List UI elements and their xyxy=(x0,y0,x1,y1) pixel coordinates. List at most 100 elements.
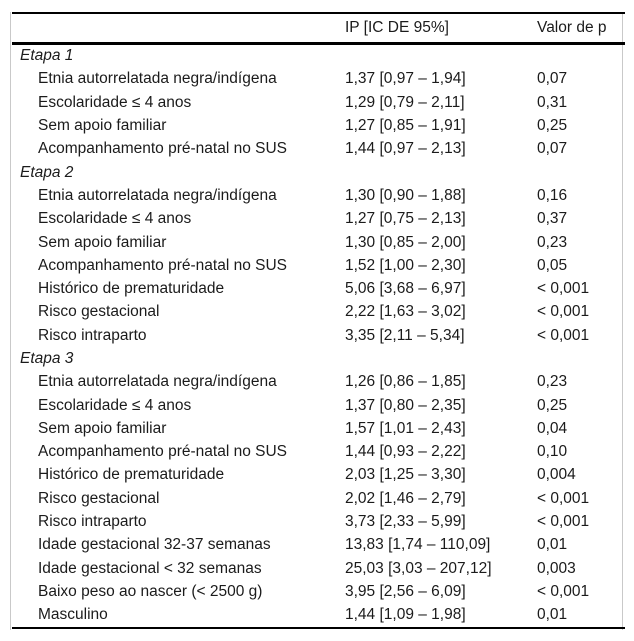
row-ip-ci-value: 1,44 [0,93 – 2,22] xyxy=(345,443,466,461)
table-row: Acompanhamento pré-natal no SUS 1,44 [0,9… xyxy=(12,441,625,464)
row-p-value: 0,25 xyxy=(537,117,568,135)
row-label: Histórico de prematuridade xyxy=(38,466,225,484)
section-title: Etapa 3 xyxy=(20,350,74,367)
table-row: Risco gestacional 2,22 [1,63 – 3,02] < 0,0… xyxy=(12,301,625,324)
row-label: Idade gestacional 32-37 semanas xyxy=(38,536,271,554)
row-label: Risco intraparto xyxy=(38,513,147,531)
row-p-value: 0,04 xyxy=(537,419,568,437)
row-label: Risco intraparto xyxy=(38,326,147,344)
table-row: Risco intraparto 3,73 [2,33 – 5,99] < 0,00… xyxy=(12,510,625,533)
row-label: Escolaridade ≤ 4 anos xyxy=(38,396,192,414)
row-label: Histórico de prematuridade xyxy=(38,280,225,298)
row-p-value: 0,01 xyxy=(537,536,568,554)
table-row: Sem apoio familiar 1,27 [0,85 – 1,91] 0,25 xyxy=(12,114,625,137)
row-label: Baixo peso ao nascer (< 2500 g) xyxy=(38,582,263,600)
row-label: Acompanhamento pré-natal no SUS xyxy=(38,443,288,461)
results-table: IP [IC DE 95%] Valor de p Etapa 1 Etnia a… xyxy=(12,12,625,630)
table-header-row: IP [IC DE 95%] Valor de p xyxy=(12,14,625,43)
row-p-value: 0,25 xyxy=(537,396,568,414)
row-p-value: 0,05 xyxy=(537,256,568,274)
row-ip-ci-value: 2,02 [1,46 – 2,79] xyxy=(345,489,466,507)
section-title-row: Etapa 3 xyxy=(12,347,625,370)
row-label: Idade gestacional < 32 semanas xyxy=(38,559,262,577)
table-row: Escolaridade ≤ 4 anos 1,29 [0,79 – 2,11] 0… xyxy=(12,91,625,114)
row-p-value: 0,23 xyxy=(537,373,568,391)
section-title-row: Etapa 1 xyxy=(12,45,625,68)
bottom-rule xyxy=(12,626,625,630)
row-p-value: 0,37 xyxy=(537,210,568,228)
row-label: Sem apoio familiar xyxy=(38,117,167,135)
row-ip-ci-value: 1,44 [0,97 – 2,13] xyxy=(345,140,466,158)
section-title: Etapa 1 xyxy=(20,47,74,65)
header-rule xyxy=(12,42,625,45)
row-ip-ci-value: 1,27 [0,75 – 2,13] xyxy=(345,210,466,228)
row-label: Sem apoio familiar xyxy=(38,419,167,437)
row-ip-ci-value: 1,37 [0,80 – 2,35] xyxy=(345,396,466,414)
table-row: Idade gestacional < 32 semanas 25,03 [3,0… xyxy=(12,557,625,580)
row-ip-ci-value: 1,29 [0,79 – 2,11] xyxy=(345,93,465,111)
row-label: Acompanhamento pré-natal no SUS xyxy=(38,140,288,158)
table-row: Sem apoio familiar 1,57 [1,01 – 2,43] 0,04 xyxy=(12,417,625,440)
row-p-value: < 0,001 xyxy=(537,303,590,321)
row-ip-ci-value: 1,27 [0,85 – 1,91] xyxy=(345,117,466,135)
table-row: Histórico de prematuridade 5,06 [3,68 – 6… xyxy=(12,277,625,300)
row-ip-ci-value: 25,03 [3,03 – 207,12] xyxy=(345,559,492,577)
table-row: Etnia autorrelatada negra/indígena 1,37 [… xyxy=(12,68,625,91)
row-label: Acompanhamento pré-natal no SUS xyxy=(38,256,288,274)
row-p-value: < 0,001 xyxy=(537,582,590,600)
row-ip-ci-value: 3,95 [2,56 – 6,09] xyxy=(345,582,466,600)
row-ip-ci-value: 3,35 [2,11 – 5,34] xyxy=(345,326,465,344)
row-p-value: 0,10 xyxy=(537,443,568,461)
row-p-value: 0,31 xyxy=(537,93,568,111)
row-p-value: 0,01 xyxy=(537,606,568,624)
row-label: Risco gestacional xyxy=(38,303,160,321)
row-p-value: < 0,001 xyxy=(537,489,590,507)
row-label: Masculino xyxy=(38,606,108,624)
table-row: Escolaridade ≤ 4 anos 1,27 [0,75 – 2,13] 0… xyxy=(12,208,625,231)
row-p-value: < 0,001 xyxy=(537,280,590,298)
right-edge-line xyxy=(622,12,623,630)
table-row: Risco intraparto 3,35 [2,11 – 5,34] < 0,00… xyxy=(12,324,625,347)
row-p-value: 0,004 xyxy=(537,466,576,484)
row-p-value: 0,003 xyxy=(537,559,576,577)
table-row: Etnia autorrelatada negra/indígena 1,30 [… xyxy=(12,184,625,207)
row-ip-ci-value: 1,30 [0,85 – 2,00] xyxy=(345,233,466,251)
row-label: Sem apoio familiar xyxy=(38,233,167,251)
section-title-row: Etapa 2 xyxy=(12,161,625,184)
row-ip-ci-value: 13,83 [1,74 – 110,09] xyxy=(345,536,491,554)
table-body: Etapa 1 Etnia autorrelatada negra/indígen… xyxy=(12,45,625,627)
row-label: Escolaridade ≤ 4 anos xyxy=(38,210,192,228)
row-label: Etnia autorrelatada negra/indígena xyxy=(38,70,277,88)
row-ip-ci-value: 1,57 [1,01 – 2,43] xyxy=(345,419,466,437)
row-ip-ci-value: 2,22 [1,63 – 3,02] xyxy=(345,303,466,321)
table-row: Acompanhamento pré-natal no SUS 1,52 [1,0… xyxy=(12,254,625,277)
column-header-ip: IP [IC DE 95%] xyxy=(345,18,449,36)
table-row: Sem apoio familiar 1,30 [0,85 – 2,00] 0,23 xyxy=(12,231,625,254)
column-header-p: Valor de p xyxy=(537,18,607,36)
row-p-value: < 0,001 xyxy=(537,513,590,531)
row-label: Risco gestacional xyxy=(38,489,160,507)
table-row: Escolaridade ≤ 4 anos 1,37 [0,80 – 2,35] 0… xyxy=(12,394,625,417)
row-p-value: 0,07 xyxy=(537,70,568,88)
row-ip-ci-value: 1,26 [0,86 – 1,85] xyxy=(345,373,466,391)
row-label: Etnia autorrelatada negra/indígena xyxy=(38,373,277,391)
row-ip-ci-value: 2,03 [1,25 – 3,30] xyxy=(345,466,466,484)
table-row: Risco gestacional 2,02 [1,46 – 2,79] < 0,0… xyxy=(12,487,625,510)
table-row: Etnia autorrelatada negra/indígena 1,26 [… xyxy=(12,371,625,394)
row-ip-ci-value: 3,73 [2,33 – 5,99] xyxy=(345,513,466,531)
left-edge-line xyxy=(10,12,11,630)
row-ip-ci-value: 1,44 [1,09 – 1,98] xyxy=(345,606,466,624)
top-rule xyxy=(12,12,625,14)
table-row: Masculino 1,44 [1,09 – 1,98] 0,01 xyxy=(12,604,625,627)
table-row: Histórico de prematuridade 2,03 [1,25 – 3… xyxy=(12,464,625,487)
section-title: Etapa 2 xyxy=(20,163,74,181)
table-row: Acompanhamento pré-natal no SUS 1,44 [0,9… xyxy=(12,138,625,161)
row-p-value: 0,16 xyxy=(537,186,568,204)
row-ip-ci-value: 1,30 [0,90 – 1,88] xyxy=(345,186,466,204)
row-p-value: 0,07 xyxy=(537,140,568,158)
row-ip-ci-value: 1,37 [0,97 – 1,94] xyxy=(345,70,466,88)
row-p-value: 0,23 xyxy=(537,233,568,251)
row-label: Escolaridade ≤ 4 anos xyxy=(38,93,192,111)
table-row: Baixo peso ao nascer (< 2500 g) 3,95 [2,5… xyxy=(12,580,625,603)
